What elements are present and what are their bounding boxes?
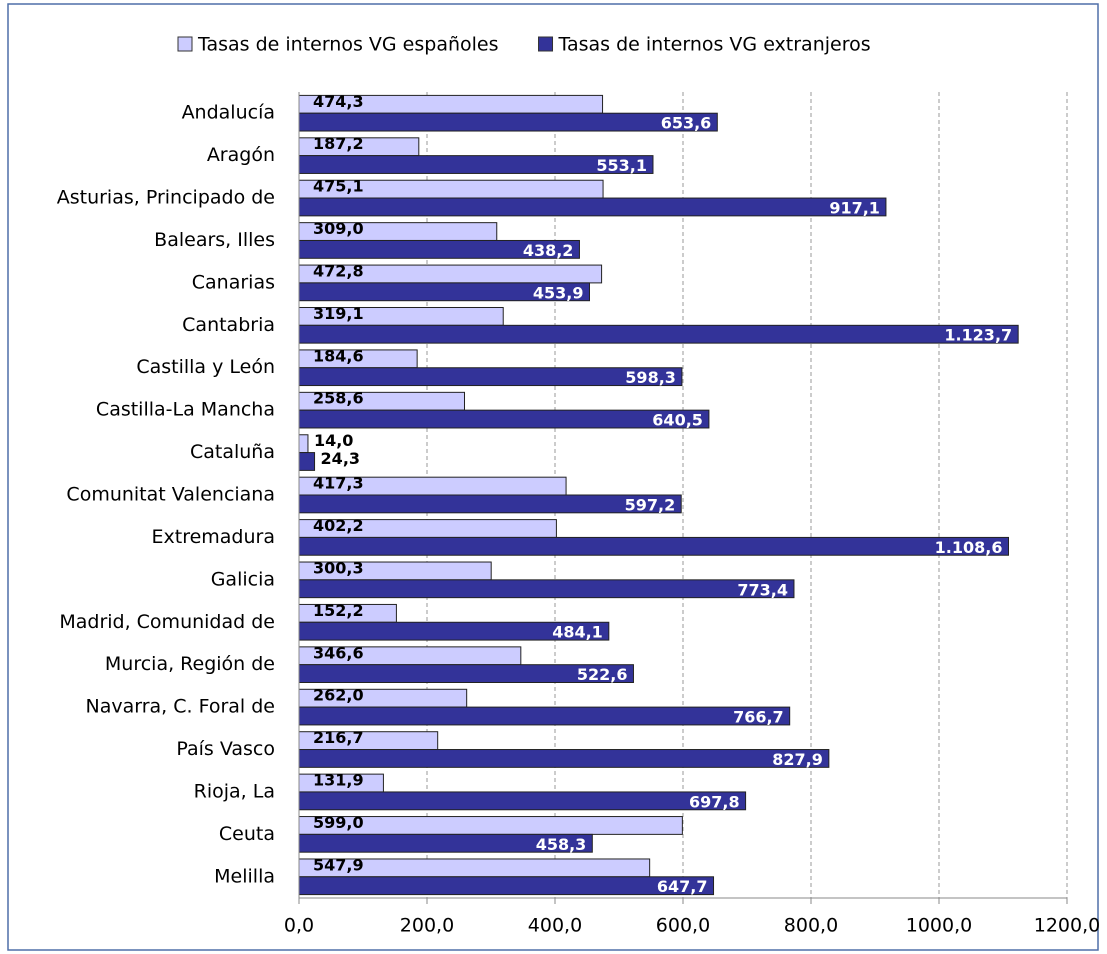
data-label: 417,3 [313, 474, 364, 493]
bar [298, 706, 791, 726]
y-tick-label: Extremadura [152, 526, 276, 548]
x-tick-label: 0,0 [284, 915, 314, 937]
x-tick-label: 400,0 [528, 915, 582, 937]
bar [298, 579, 795, 599]
data-label: 647,7 [657, 877, 708, 896]
bar [298, 452, 316, 471]
data-label: 131,9 [313, 771, 364, 790]
legend-label: Tasas de internos VG españoles [197, 34, 499, 56]
data-label: 597,2 [625, 495, 676, 514]
data-label: 653,6 [661, 114, 712, 133]
bar [298, 112, 718, 132]
y-tick-label: Madrid, Comunidad de [59, 611, 275, 633]
data-label: 300,3 [313, 558, 364, 577]
y-tick-label: Comunitat Valenciana [66, 484, 275, 506]
y-tick-label: Murcia, Región de [105, 653, 275, 675]
x-tick-label: 600,0 [656, 915, 710, 937]
y-tick-label: Cantabria [182, 314, 275, 336]
data-label: 438,2 [523, 241, 574, 260]
data-label: 152,2 [313, 601, 364, 620]
data-label: 766,7 [733, 708, 784, 727]
data-label: 453,9 [533, 283, 584, 302]
x-tick-label: 1200,0 [1034, 915, 1100, 937]
bar [298, 876, 715, 896]
data-label: 24,3 [321, 449, 360, 468]
data-label: 262,0 [313, 686, 364, 705]
data-label: 522,6 [577, 665, 628, 684]
data-label: 472,8 [313, 261, 364, 280]
bar [298, 791, 747, 811]
y-tick-label: Canarias [192, 271, 275, 293]
data-label: 475,1 [313, 177, 364, 196]
data-label: 773,4 [737, 580, 788, 599]
data-label: 474,3 [313, 92, 364, 111]
data-label: 14,0 [314, 431, 353, 450]
data-label: 827,9 [772, 750, 823, 769]
data-label: 187,2 [313, 134, 364, 153]
y-tick-label: Cataluña [190, 441, 275, 463]
y-tick-label: Castilla-La Mancha [96, 399, 275, 421]
data-label: 553,1 [596, 156, 647, 175]
y-tick-label: Balears, Illes [154, 229, 275, 251]
data-label: 547,9 [313, 855, 364, 874]
data-label: 402,2 [313, 516, 364, 535]
data-label: 484,1 [552, 623, 603, 642]
y-tick-label: Rioja, La [194, 780, 275, 802]
y-tick-label: País Vasco [176, 738, 275, 760]
legend-swatch [177, 36, 193, 52]
y-tick-label: Ceuta [219, 823, 275, 845]
x-tick-label: 200,0 [400, 915, 454, 937]
bar [298, 409, 710, 429]
y-tick-label: Aragón [207, 144, 275, 166]
data-label: 917,1 [829, 198, 880, 217]
data-label: 309,0 [313, 219, 364, 238]
data-label: 598,3 [625, 368, 676, 387]
x-tick-label: 800,0 [784, 915, 838, 937]
y-tick-label: Asturias, Principado de [57, 187, 275, 209]
data-label: 184,6 [313, 346, 364, 365]
data-label: 258,6 [313, 389, 364, 408]
bar [298, 324, 1019, 344]
x-tick-label: 1000,0 [906, 915, 972, 937]
y-tick-label: Galicia [211, 568, 275, 590]
data-label: 599,0 [313, 813, 364, 832]
chart-frame [7, 3, 1099, 951]
y-tick-label: Andalucía [182, 102, 275, 124]
data-label: 346,6 [313, 643, 364, 662]
bar [298, 434, 309, 454]
data-label: 697,8 [689, 792, 740, 811]
bar [298, 749, 830, 768]
data-label: 1.108,6 [935, 538, 1003, 557]
data-label: 640,5 [652, 411, 703, 430]
y-tick-label: Melilla [214, 865, 275, 887]
data-label: 1.123,7 [944, 326, 1012, 345]
y-tick-label: Castilla y León [136, 356, 275, 378]
legend-label: Tasas de internos VG extranjeros [558, 34, 871, 56]
data-label: 319,1 [313, 304, 364, 323]
data-label: 458,3 [536, 835, 587, 854]
legend-swatch [538, 36, 554, 52]
y-tick-label: Navarra, C. Foral de [86, 696, 276, 718]
bar [298, 197, 887, 217]
bar [298, 536, 1010, 556]
data-label: 216,7 [313, 728, 364, 747]
